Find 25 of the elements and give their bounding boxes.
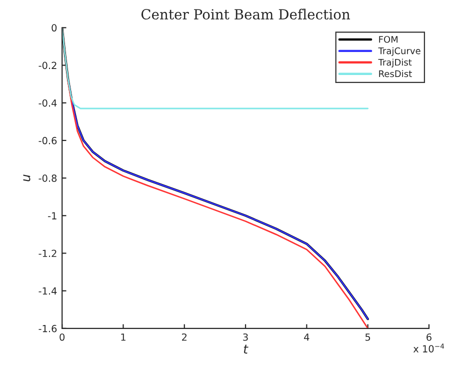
- y-tick-label: -0.4: [38, 99, 57, 107]
- x-axis-title: t: [244, 344, 248, 354]
- y-tick-label: -1: [48, 212, 56, 220]
- legend-label: ResDist: [379, 70, 412, 78]
- text: x 10$^{−4}$: [413, 344, 444, 352]
- y-tick-label: -1.2: [38, 250, 56, 257]
- x-tick-label: 4: [304, 334, 310, 341]
- x-tick-label: 5: [365, 334, 370, 341]
- y-tick-label: -0.6: [38, 136, 57, 144]
- x-tick-label: 0: [60, 333, 65, 341]
- y-tick-label: -0.2: [38, 62, 56, 70]
- y-tick-label: -1.6: [38, 324, 57, 332]
- legend-label: FOM: [379, 36, 398, 43]
- y-tick-label: 0: [52, 24, 57, 32]
- chart-title: Center Point Beam Deflection: [141, 8, 350, 20]
- x-tick-label: 3: [243, 333, 248, 341]
- line-series: [62, 28, 369, 110]
- legend-label: TrajDist: [378, 58, 412, 68]
- y-axis-title: u: [23, 174, 30, 182]
- x-tick-label: 2: [182, 333, 187, 341]
- legend-label: TrajCurve: [378, 47, 420, 56]
- x-tick-label: 1: [121, 334, 126, 341]
- y-tick-label: -1.4: [38, 287, 57, 295]
- y-tick-label: -0.8: [38, 174, 57, 182]
- x-tick-label: 6: [426, 333, 432, 341]
